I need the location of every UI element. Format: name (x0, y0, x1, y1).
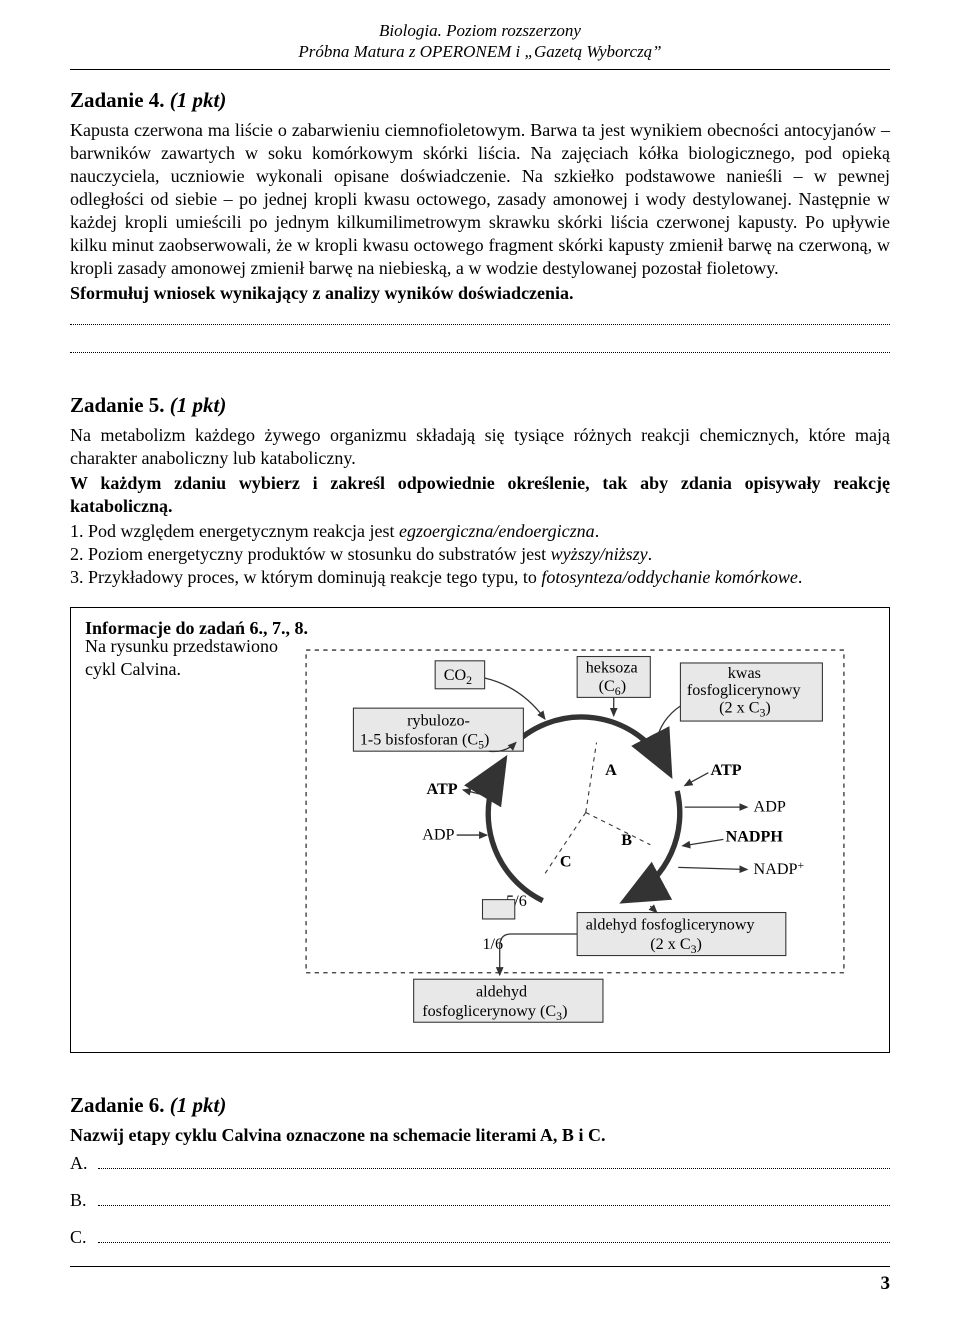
diagram-adp-right: ADP (754, 798, 786, 815)
diagram-pga-1: kwas (728, 665, 761, 682)
task5-i1b[interactable]: egzoergiczna/endoergiczna (399, 521, 595, 541)
diagram-g3p-1: aldehyd fosfoglicerynowy (586, 917, 755, 934)
diagram-rubp-1: rybulozo- (407, 712, 470, 729)
task4-paragraph: Kapusta czerwona ma liście o zabarwieniu… (70, 119, 890, 280)
task6-c-fill[interactable] (98, 1229, 890, 1243)
diagram-atp-right: ATP (711, 762, 742, 779)
task6-answer-c: C. (70, 1227, 890, 1248)
diagram-label-A: A (605, 762, 617, 779)
task6-a-fill[interactable] (98, 1155, 890, 1169)
task6-a-label: A. (70, 1153, 98, 1174)
diagram-g3p-out-1: aldehyd (476, 983, 527, 1000)
task5-item-2: 2. Poziom energetyczny produktów w stosu… (70, 543, 890, 566)
task5-i2b[interactable]: wyższy/niższy (551, 544, 648, 564)
diagram-label-B: B (621, 832, 632, 849)
diagram-nadp: NADP+ (754, 857, 805, 877)
doc-header: Biologia. Poziom rozszerzony Próbna Matu… (70, 20, 890, 63)
task5-i2a: 2. Poziom energetyczny produktów w stosu… (70, 544, 551, 564)
task5-points: (1 pkt) (170, 393, 227, 417)
task6-b-fill[interactable] (98, 1192, 890, 1206)
answer-line[interactable] (70, 307, 890, 325)
task5-i3a: 3. Przykładowy proces, w którym dominują… (70, 567, 541, 587)
diagram-hex: heksoza (586, 660, 638, 677)
task6-points: (1 pkt) (170, 1093, 227, 1117)
diagram-label-C: C (560, 853, 572, 870)
header-line1: Biologia. Poziom rozszerzony (379, 21, 581, 40)
diagram-nadph: NADPH (726, 828, 784, 845)
task6-title: Zadanie 6. (1 pkt) (70, 1093, 890, 1118)
task5-list: 1. Pod względem energetycznym reakcja je… (70, 520, 890, 589)
header-line2: Próbna Matura z OPERONEM i „Gazetą Wybor… (298, 42, 661, 61)
task5-item-3: 3. Przykładowy proces, w którym dominują… (70, 566, 890, 589)
task5-intro: Na metabolizm każdego żywego organizmu s… (70, 424, 890, 470)
task6-title-text: Zadanie 6. (70, 1093, 165, 1117)
diagram-atp-left: ATP (427, 781, 458, 798)
page-number: 3 (70, 1273, 890, 1295)
header-divider (70, 69, 890, 70)
task6-answer-a: A. (70, 1153, 890, 1174)
task4-title-text: Zadanie 4. (70, 88, 165, 112)
task5-i3c: . (798, 567, 803, 587)
info-box-678: Informacje do zadań 6., 7., 8. Na rysunk… (70, 607, 890, 1053)
task6-answer-b: B. (70, 1190, 890, 1211)
diagram-pga-2: fosfoglicerynowy (687, 682, 801, 699)
task6-b-label: B. (70, 1190, 98, 1211)
footer-divider (70, 1266, 890, 1267)
task5-item-1: 1. Pod względem energetycznym reakcja je… (70, 520, 890, 543)
task6-instruction: Nazwij etapy cyklu Calvina oznaczone na … (70, 1124, 890, 1147)
task4-instruction: Sformułuj wniosek wynikający z analizy w… (70, 282, 890, 305)
calvin-cycle-diagram: A B C CO2 heksoza (C6) kwas fosfoglicery… (295, 635, 875, 1038)
task4-title: Zadanie 4. (1 pkt) (70, 88, 890, 113)
task6-c-label: C. (70, 1227, 98, 1248)
task5-i2c: . (648, 544, 653, 564)
task5-title: Zadanie 5. (1 pkt) (70, 393, 890, 418)
task5-instruction: W każdym zdaniu wybierz i zakreśl odpowi… (70, 472, 890, 518)
info-box-sidetext: Na rysunku przedstawiono cykl Calvina. (85, 635, 295, 1038)
task5-i1a: 1. Pod względem energetycznym reakcja je… (70, 521, 399, 541)
answer-line[interactable] (70, 335, 890, 353)
task5-title-text: Zadanie 5. (70, 393, 165, 417)
task4-points: (1 pkt) (170, 88, 227, 112)
diagram-adp-left: ADP (422, 826, 454, 843)
task5-i3b[interactable]: fotosynteza/oddychanie komórkowe (541, 567, 797, 587)
task5-i1c: . (595, 521, 600, 541)
